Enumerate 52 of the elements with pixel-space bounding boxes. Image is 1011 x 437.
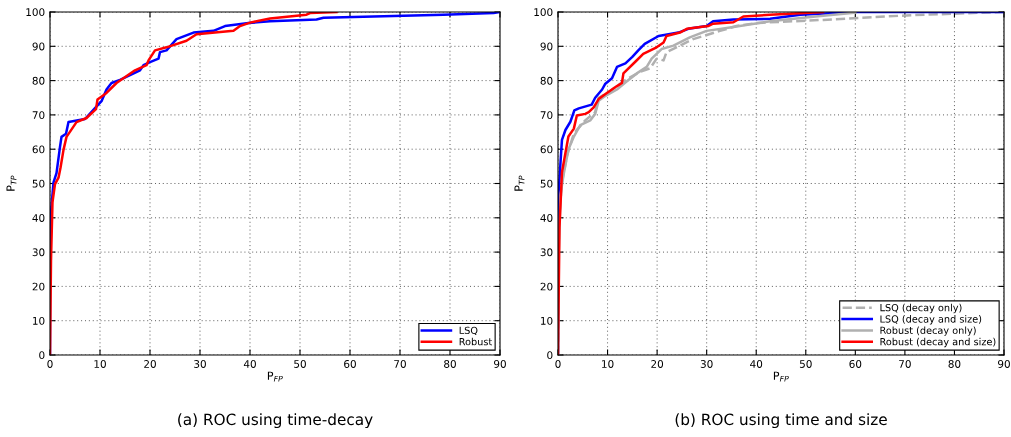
y-axis-title: P$_{TP}$	[514, 175, 525, 191]
y-tick-label: 60	[540, 145, 553, 154]
x-tick-label: 10	[602, 360, 614, 368]
legend-label: Robust (decay only)	[880, 326, 976, 336]
y-tick-label: 70	[540, 111, 553, 120]
y-tick-label: 10	[541, 316, 553, 325]
x-axis-title: P$_{FP}$	[267, 371, 283, 382]
y-tick-label: 40	[32, 214, 45, 222]
y-tick-label: 100	[534, 8, 553, 17]
y-tick-label: 80	[32, 76, 45, 85]
y-tick-label: 50	[540, 179, 553, 188]
legend-label: Robust (decay and size)	[880, 337, 996, 348]
x-tick-label: 60	[849, 360, 862, 368]
x-tick-label: 50	[799, 360, 812, 368]
x-tick-label: 30	[700, 360, 713, 368]
y-tick-label: 100	[26, 8, 45, 17]
y-tick-label: 0	[39, 351, 45, 360]
legend-label: LSQ (decay and size)	[880, 315, 982, 325]
y-tick-label: 50	[32, 179, 45, 188]
x-axis-title: P$_{FP}$	[773, 371, 789, 382]
x-tick-label: 80	[444, 360, 456, 368]
y-tick-label: 80	[540, 76, 553, 85]
x-tick-label: 10	[94, 360, 106, 368]
y-tick-label: 20	[540, 282, 553, 291]
y-tick-label: 90	[32, 42, 45, 51]
x-tick-label: 20	[651, 360, 664, 368]
x-tick-label: 80	[948, 360, 961, 368]
x-tick-label: 20	[144, 360, 156, 368]
y-tick-label: 30	[540, 248, 553, 257]
x-tick-label: 0	[555, 360, 561, 368]
x-tick-label: 50	[294, 360, 306, 368]
x-tick-label: 70	[394, 360, 406, 368]
y-tick-label: 70	[32, 111, 45, 120]
x-tick-label: 70	[899, 360, 911, 368]
x-tick-label: 40	[750, 360, 763, 368]
x-tick-label: 90	[494, 360, 506, 368]
y-tick-label: 40	[540, 214, 553, 222]
x-tick-label: 90	[998, 360, 1010, 368]
y-tick-label: 10	[33, 316, 45, 325]
y-tick-label: 30	[32, 248, 45, 257]
y-axis-title: P$_{TP}$	[6, 175, 17, 191]
y-tick-label: 90	[540, 42, 553, 51]
x-tick-label: 30	[194, 360, 206, 368]
x-tick-label: 40	[243, 360, 256, 368]
text: (b) ROC using time and size	[675, 413, 887, 429]
y-tick-label: 0	[547, 351, 553, 360]
legend-label: LSQ (decay only)	[880, 303, 962, 314]
x-tick-label: 60	[344, 360, 356, 368]
y-tick-label: 60	[32, 145, 45, 154]
x-tick-label: 0	[47, 360, 53, 368]
y-tick-label: 20	[32, 282, 45, 291]
text: (a) ROC using time-decay	[178, 413, 373, 429]
